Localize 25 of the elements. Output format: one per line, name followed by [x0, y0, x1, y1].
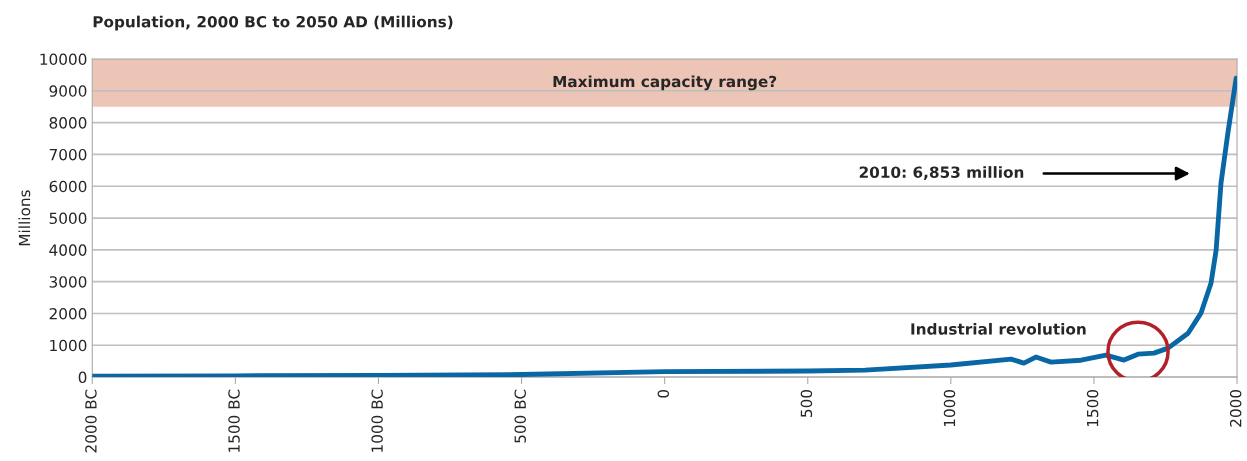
x-tick-label: 1500 — [1086, 389, 1099, 427]
y-tick-label: 7000 — [49, 148, 87, 161]
x-tick-label: 1000 — [943, 389, 956, 427]
y-tick-label: 8000 — [49, 117, 87, 129]
x-tick-label: 0 — [657, 389, 670, 398]
band-label: Maximum capacity range? — [553, 75, 777, 91]
x-tick-label: 2000 BC — [85, 389, 97, 453]
y-tick-label: 9000 — [49, 85, 87, 97]
x-tick-label: 1000 BC — [371, 389, 383, 452]
y-tick-label: 4000 — [49, 244, 87, 256]
annotation: Industrial revolution — [911, 322, 1086, 335]
x-tick-label: 1500 BC — [228, 389, 240, 452]
x-tick-label: 500 — [800, 389, 813, 417]
y-tick-label: 10000 — [40, 53, 87, 66]
x-tick-label: 2000 — [1229, 389, 1242, 427]
x-tick-label: 500 BC — [514, 389, 526, 443]
y-axis-title: Millions — [18, 190, 31, 246]
y-tick-label: 6000 — [49, 180, 87, 193]
y-tick-label: 5000 — [49, 212, 87, 225]
y-tick-label: 1000 — [50, 339, 87, 352]
y-tick-label: 0 — [78, 371, 87, 384]
y-tick-label: 2000 — [49, 307, 87, 320]
y-tick-label: 3000 — [49, 276, 87, 288]
annotation: 2010: 6,853 million — [859, 166, 1024, 180]
chart-title: Population, 2000 BC to 2050 AD (Millions) — [93, 15, 453, 31]
